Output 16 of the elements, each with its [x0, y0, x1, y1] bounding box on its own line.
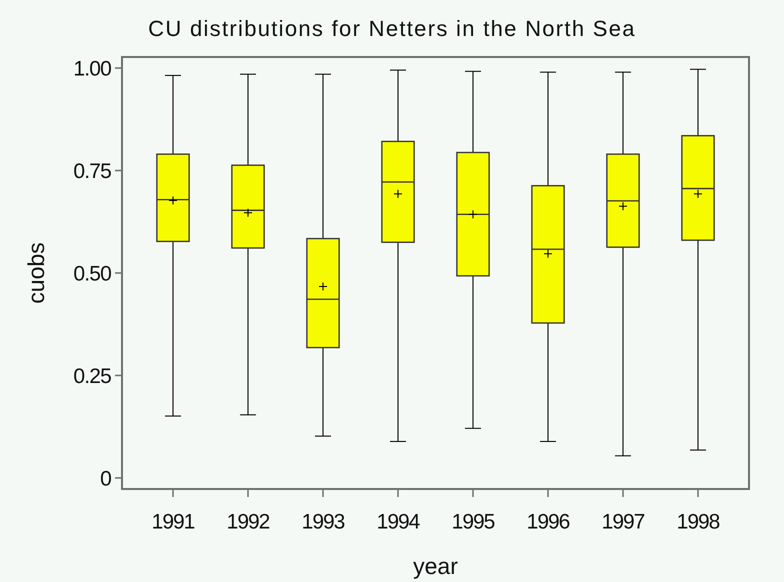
x-tick-label: 1997	[602, 510, 645, 534]
x-tick-label: 1996	[526, 510, 570, 534]
chart-title: CU distributions for Netters in the North Sea	[148, 16, 636, 41]
x-tick-label: 1998	[676, 510, 720, 534]
y-tick-label: 0	[100, 467, 112, 490]
x-tick-label: 1994	[376, 510, 421, 534]
x-axis-title: year	[413, 553, 458, 580]
x-tick-label: 1992	[226, 510, 270, 534]
y-tick-label: 1.00	[73, 57, 112, 80]
y-tick-label: 0.25	[73, 364, 112, 388]
y-axis-title: cuobs	[23, 242, 50, 304]
x-tick-label: 1995	[452, 510, 495, 534]
y-tick-label: 0.50	[73, 262, 112, 286]
x-tick-label: 1993	[302, 510, 345, 534]
y-tick-label: 0.75	[73, 160, 112, 183]
x-tick-label: 1991	[152, 510, 195, 534]
